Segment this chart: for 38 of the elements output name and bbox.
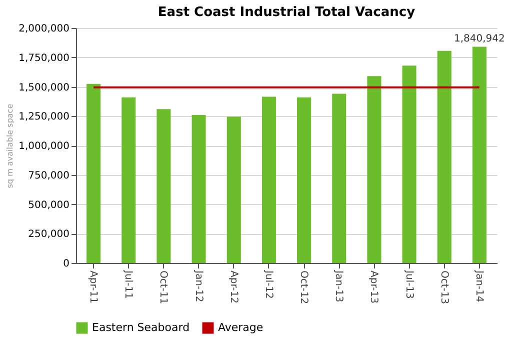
x-tick-label: Apr-11 — [88, 270, 99, 304]
bar — [262, 96, 276, 263]
y-tick-label: 2,000,000 — [18, 24, 70, 34]
x-tick-label: Apr-12 — [228, 270, 239, 304]
y-tick-label: 1,000,000 — [18, 141, 70, 152]
bar — [367, 76, 382, 263]
chart-title: East Coast Industrial Total Vacancy — [158, 5, 416, 20]
bar — [86, 84, 101, 263]
y-tick-label: 0 — [63, 258, 70, 270]
bar — [437, 50, 452, 263]
legend-label: Average — [218, 321, 264, 334]
x-tick-label: Oct-12 — [298, 270, 310, 304]
x-tick-label: Oct-13 — [438, 270, 450, 304]
y-tick-label: 500,000 — [28, 200, 70, 211]
y-tick-label: 1,250,000 — [18, 112, 70, 123]
bar — [226, 116, 241, 263]
x-tick-label: Jan-12 — [192, 270, 204, 302]
x-tick-label: Jan-13 — [333, 270, 344, 302]
bar — [332, 94, 346, 263]
bar — [192, 114, 206, 263]
x-tick-label: Jul-11 — [122, 270, 134, 299]
bar — [122, 97, 136, 263]
bar — [402, 66, 416, 263]
bar — [472, 46, 486, 263]
y-tick-label: 1,750,000 — [18, 52, 70, 64]
data-label: 1,840,942 — [454, 34, 505, 45]
bar — [156, 109, 171, 263]
x-tick-label: Oct-11 — [158, 270, 169, 304]
y-tick-label: 1,500,000 — [18, 82, 70, 94]
x-tick-label: Jul-13 — [403, 270, 414, 299]
y-tick-label: 750,000 — [28, 170, 70, 182]
legend-label: Eastern Seaboard — [92, 321, 190, 334]
x-tick-label: Jan-14 — [473, 270, 484, 302]
y-axis-title: sq m available space — [6, 104, 15, 188]
bar — [297, 97, 312, 263]
x-tick-label: Apr-13 — [368, 270, 380, 304]
y-tick-label: 250,000 — [28, 229, 70, 240]
x-tick-label: Jul-12 — [262, 270, 274, 299]
